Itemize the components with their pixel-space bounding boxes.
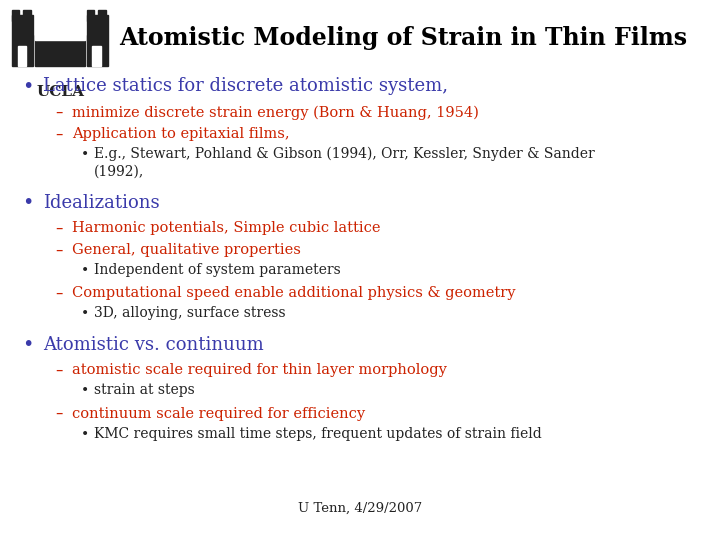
Bar (35, 35, 85, 66)
Bar (87, 10, 94, 21)
Text: •: • (81, 306, 89, 320)
Text: –: – (55, 105, 63, 120)
Text: continuum scale required for efficiency: continuum scale required for efficiency (72, 407, 365, 421)
Text: •: • (81, 383, 89, 397)
Text: U Tenn, 4/29/2007: U Tenn, 4/29/2007 (298, 502, 422, 515)
Text: 3D, alloying, surface stress: 3D, alloying, surface stress (94, 306, 285, 320)
Text: Atomistic vs. continuum: Atomistic vs. continuum (43, 335, 264, 354)
Bar (12, 15, 32, 66)
Text: •: • (22, 77, 33, 96)
Text: Idealizations: Idealizations (43, 193, 160, 212)
Text: Atomistic Modeling of Strain in Thin Films: Atomistic Modeling of Strain in Thin Fil… (119, 26, 688, 50)
Text: E.g., Stewart, Pohland & Gibson (1994), Orr, Kessler, Snyder & Sander: E.g., Stewart, Pohland & Gibson (1994), … (94, 147, 594, 161)
Text: –: – (55, 406, 63, 421)
Text: Application to epitaxial films,: Application to epitaxial films, (72, 127, 289, 141)
Text: •: • (81, 427, 89, 441)
Text: Harmonic potentials, Simple cubic lattice: Harmonic potentials, Simple cubic lattic… (72, 221, 380, 235)
Text: UCLA: UCLA (37, 85, 85, 99)
Text: –: – (55, 242, 63, 258)
Text: •: • (81, 263, 89, 277)
Text: strain at steps: strain at steps (94, 383, 194, 397)
Bar (35, 8, 85, 40)
Text: Computational speed enable additional physics & geometry: Computational speed enable additional ph… (72, 286, 516, 300)
Text: –: – (55, 286, 63, 301)
Text: atomistic scale required for thin layer morphology: atomistic scale required for thin layer … (72, 363, 447, 377)
Text: –: – (55, 221, 63, 236)
Text: KMC requires small time steps, frequent updates of strain field: KMC requires small time steps, frequent … (94, 427, 541, 441)
Bar (87, 15, 108, 66)
Bar (99, 10, 106, 21)
Bar (92, 46, 101, 66)
Text: –: – (55, 363, 63, 378)
Text: minimize discrete strain energy (Born & Huang, 1954): minimize discrete strain energy (Born & … (72, 105, 479, 119)
Text: •: • (22, 335, 33, 354)
Text: Independent of system parameters: Independent of system parameters (94, 263, 341, 277)
Text: (1992),: (1992), (94, 164, 144, 178)
Text: General, qualitative properties: General, qualitative properties (72, 243, 301, 257)
Bar (23, 10, 30, 21)
Text: –: – (55, 126, 63, 141)
Text: Lattice statics for discrete atomistic system,: Lattice statics for discrete atomistic s… (43, 77, 448, 96)
Text: •: • (22, 193, 33, 212)
Bar (12, 10, 19, 21)
Bar (18, 46, 27, 66)
Text: •: • (81, 147, 89, 161)
